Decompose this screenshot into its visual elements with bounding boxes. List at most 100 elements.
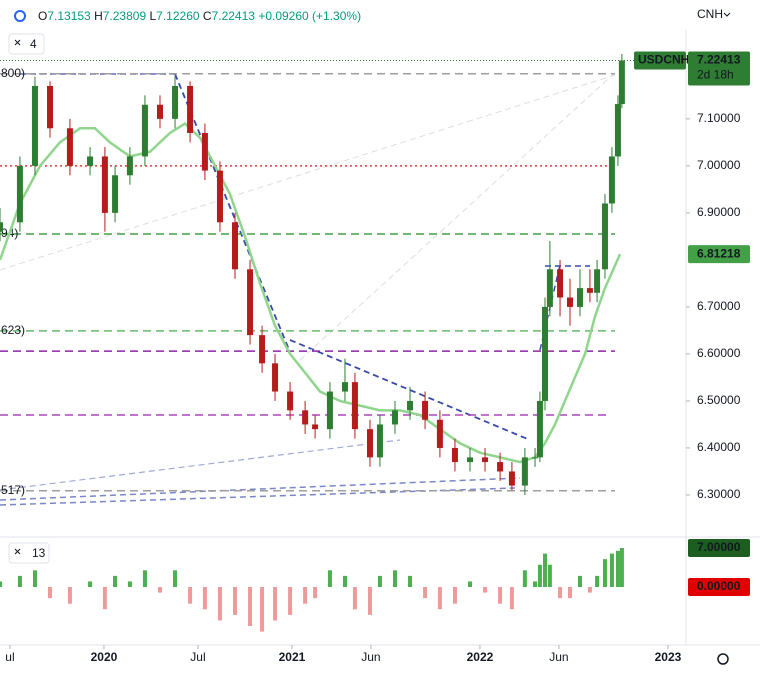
histogram-bar [248,587,253,627]
price-tag-text: 7.22413 [697,53,741,67]
candle-body [231,222,238,270]
histogram-bar [483,587,488,593]
histogram-bar [423,587,428,599]
x-tick-label: Jun [361,650,380,664]
fan-line [0,487,516,506]
histogram-bar [537,564,542,588]
histogram-bar [367,587,372,615]
histogram-bar [609,553,614,588]
header-field: 7.13153 [47,9,91,23]
histogram-bar [88,581,93,588]
candle-body [536,400,543,458]
y-tick-label: 6.40000 [697,440,741,454]
candle-body [497,462,504,472]
chevron [723,12,731,17]
fan-line [0,439,401,491]
header-field: 7.12260 [156,9,200,23]
header-field: O [38,9,47,23]
candle-body [376,424,383,458]
symbol-icon[interactable] [14,10,26,22]
histogram-bar [467,581,472,588]
histogram-bar [142,570,147,588]
candle-body [112,175,119,213]
histogram-bar [342,575,347,588]
candle-body [341,382,348,392]
candle-body [601,203,608,270]
histogram-bar [157,587,162,593]
histogram-bar [452,587,457,604]
histogram-bar [558,587,563,599]
fan-line [0,74,616,271]
histogram-bar [273,587,278,621]
settings-icon[interactable] [717,653,729,665]
candle-body [422,400,429,420]
candle-body [466,457,473,463]
candle-body [532,457,539,459]
y-tick-label: 7.10000 [697,111,741,125]
x-tick-label: ul [5,650,14,664]
indicator-tag [688,539,750,558]
header-field: (+1.30%) [312,9,361,23]
histogram-bar [619,548,624,588]
histogram-bar [352,587,357,610]
indicator-box[interactable] [8,542,50,564]
histogram-bar [392,570,397,588]
histogram-bar [587,587,592,593]
price-tag [688,51,750,86]
candle-body [259,335,266,364]
candle-body [557,269,564,298]
y-tick-label: 6.50000 [697,393,741,407]
histogram-bar [0,581,2,588]
header-field: C [203,9,212,23]
y-tick-label: 7.00000 [697,158,741,172]
y-tick-label: 6.30000 [697,487,741,501]
header-field: 7.23809 [103,9,147,23]
histogram-bar [533,581,538,588]
candle-body [101,156,108,213]
header-field: +0.09260 [258,9,309,23]
histogram-bar [173,570,178,588]
candle-body [201,132,208,171]
currency[interactable]: CNH [697,7,723,21]
x-tick-label: 2021 [279,650,306,664]
candle-body [542,306,549,401]
trend-line [174,73,291,353]
candle-body [172,85,179,119]
histogram-bar [577,575,582,588]
header-field: L [149,9,156,23]
candle-body [312,424,319,430]
histogram-bar [377,575,382,588]
candle-body [451,447,458,463]
layers-icon [14,39,21,46]
x-tick-label: Jun [549,650,568,664]
candle-body [576,288,583,307]
candle-body [594,269,601,293]
histogram-bar [232,587,237,615]
histogram-bar [32,570,37,588]
layers-box[interactable] [8,33,45,55]
candle-body [272,363,279,392]
histogram-bar [498,587,503,604]
indicator-icon [14,548,21,555]
y-tick-label: 6.90000 [697,205,741,219]
level-label: 800) [1,66,25,80]
candle-body [156,104,163,119]
candle-body [87,156,94,166]
header-field: H [94,9,103,23]
histogram-bar [568,587,573,599]
level-label: 623) [1,323,25,337]
candle-body [618,60,625,105]
moving-average [0,121,622,464]
candle-body [16,165,23,223]
histogram-bar [127,581,132,588]
ohlc-header: O7.13153 H7.23809 L7.12260 C7.22413 +0.0… [38,9,361,23]
candle-body [247,269,254,336]
histogram-bar [102,587,107,610]
histogram-bar [288,587,293,615]
y-tick-label: 6.70000 [697,299,741,313]
countdown: 2d 18h [697,68,734,82]
symbol-tag-text: USDCNH [638,53,689,67]
fan-line [299,69,619,361]
